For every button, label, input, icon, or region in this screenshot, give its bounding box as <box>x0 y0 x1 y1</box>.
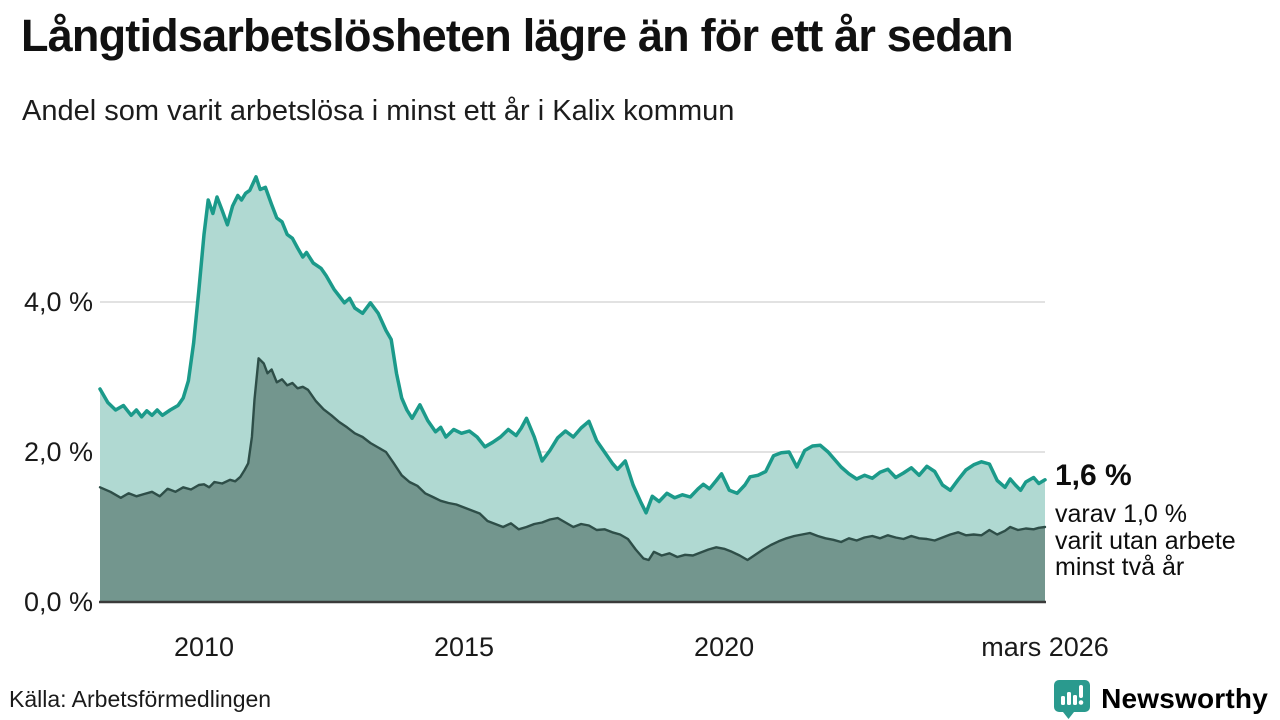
y-tick-label: 0,0 % <box>23 587 93 617</box>
x-tick-label: 2015 <box>434 632 495 662</box>
logo-bar-3 <box>1073 695 1078 705</box>
logo-bar-2 <box>1067 692 1072 705</box>
latest-total-value: 1,6 % <box>1055 459 1132 492</box>
series-1-line <box>98 357 1047 562</box>
logo-bubble-shape <box>1054 680 1091 719</box>
series-1-area <box>100 358 1045 602</box>
chart-subtitle: Andel som varit arbetslösa i minst ett å… <box>22 95 735 127</box>
x-tick-label: 2010 <box>173 632 235 662</box>
logo-text: Newsworthy <box>1101 683 1268 714</box>
bar-chart-bubble-icon <box>1054 680 1091 719</box>
y-tick-label: 4,0 % <box>23 287 93 317</box>
logo-exclamation-bar <box>1079 685 1084 698</box>
source-note: Källa: Arbetsförmedlingen <box>9 686 272 712</box>
annotation-lines: varav 1,0 % varit utan arbete minst två år <box>1055 501 1236 581</box>
logo-exclamation-dot <box>1078 700 1084 705</box>
annotation-line: varit utan arbete <box>1055 526 1236 555</box>
newsworthy-logo: Newsworthy <box>1052 678 1268 720</box>
logo-bar-1 <box>1061 696 1066 705</box>
annotation-line: varav 1,0 % <box>1055 500 1188 528</box>
x-tick-label: 2020 <box>694 632 755 662</box>
series-0-line <box>98 175 1047 515</box>
latest-value-annotation: 1,6 % varav 1,0 % varit utan arbete minst … <box>1055 459 1236 581</box>
y-tick-label: 2,0 % <box>23 437 93 467</box>
page-title: Långtidsarbetslösheten lägre än för ett … <box>21 10 1014 61</box>
annotation-line: minst två år <box>1055 553 1185 581</box>
x-tick-label: mars 2026 <box>981 632 1109 662</box>
